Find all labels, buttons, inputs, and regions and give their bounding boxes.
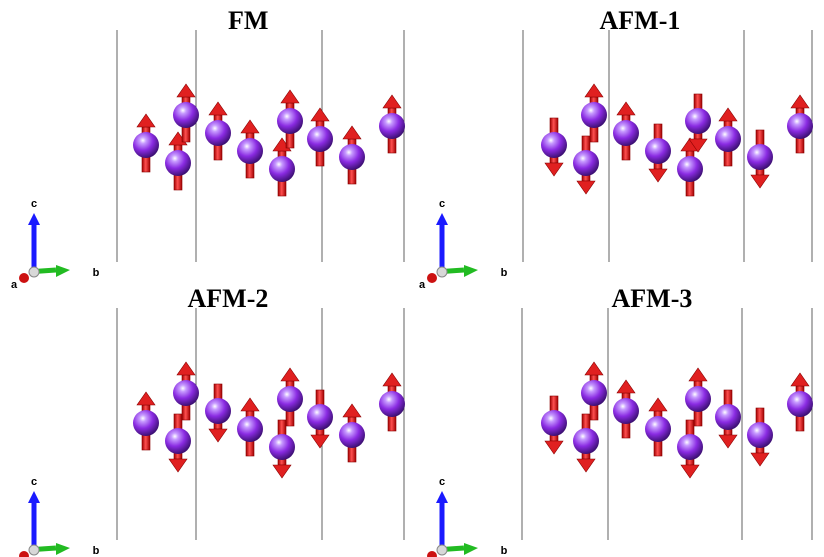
atom-sphere [269,434,295,460]
axis-c-label: c [31,198,37,210]
atom-sphere [269,156,295,182]
panel-afm-2: AFM-2 c b a [0,278,412,557]
axis-b-label: b [501,545,508,557]
atom-sphere [685,108,711,134]
structure-view: cba [427,308,813,557]
axis-c-label: c [439,198,445,210]
axis-triad [19,213,70,283]
structure-view: cba [19,308,405,557]
panel-title: AFM-3 [611,284,693,313]
atom-sphere [581,102,607,128]
atom-sphere [379,391,405,417]
atom-sphere [581,380,607,406]
atom-sphere [133,410,159,436]
axis-c-label: c [31,476,37,488]
atom-sphere [173,380,199,406]
atom-sphere [307,404,333,430]
panel-fm: FM c b a [0,0,412,291]
atom-sphere [573,150,599,176]
axis-triad [19,491,70,557]
atom-sphere [645,416,671,442]
axis-a-label: a [11,279,18,291]
atom-sphere [237,416,263,442]
atom-sphere [541,132,567,158]
panel-title: AFM-1 [599,6,681,35]
atom-sphere [307,126,333,152]
atom-sphere [787,113,813,139]
axis-triad [427,491,478,557]
axis-c-label: c [439,476,445,488]
axis-b-label: b [501,267,508,279]
atom-sphere [715,404,741,430]
panel-afm-1: AFM-1 c b a [408,0,820,291]
atom-sphere [205,120,231,146]
atom-sphere [205,398,231,424]
atom-sphere [613,398,639,424]
structure-view: c b a [419,30,813,291]
atom-sphere [237,138,263,164]
atom-sphere [613,120,639,146]
atom-sphere [173,102,199,128]
atom-sphere [677,434,703,460]
atom-sphere [573,428,599,454]
atom-sphere [747,144,773,170]
atom-sphere [339,144,365,170]
atom-sphere [339,422,365,448]
atom-sphere [277,108,303,134]
atom-sphere [541,410,567,436]
axis-a-label: a [419,279,426,291]
atom-sphere [715,126,741,152]
axis-b-label: b [93,545,100,557]
axis-b-label: b [93,267,100,279]
atom-sphere [787,391,813,417]
atom-sphere [165,150,191,176]
atom-sphere [165,428,191,454]
panel-title: AFM-2 [187,284,269,313]
panel-afm-3: AFM-3 c b a [408,278,820,557]
panel-title: FM [228,6,269,35]
atom-sphere [645,138,671,164]
axis-triad [427,213,478,283]
atom-sphere [133,132,159,158]
atom-sphere [379,113,405,139]
atom-sphere [677,156,703,182]
atom-sphere [747,422,773,448]
atom-sphere [685,386,711,412]
structure-view: c b a [11,30,405,291]
atom-sphere [277,386,303,412]
